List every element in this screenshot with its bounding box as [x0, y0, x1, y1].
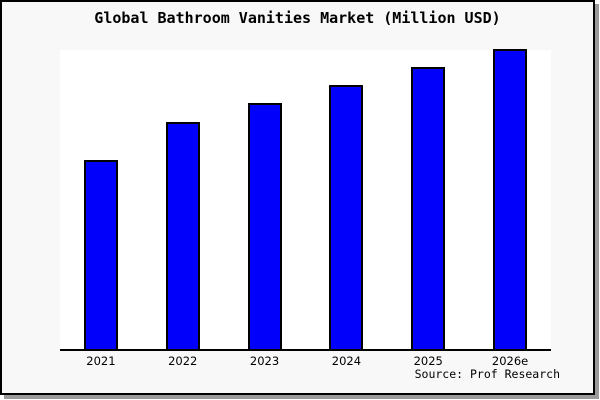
x-tick-label-2026e: 2026e — [491, 354, 529, 368]
bar-slot-2025 — [387, 50, 469, 349]
bar-2025 — [411, 67, 446, 349]
x-tick-label-2021: 2021 — [86, 354, 116, 368]
plot-area — [60, 49, 551, 351]
x-tick-label-2022: 2022 — [168, 354, 198, 368]
x-tick-label-2025: 2025 — [413, 354, 443, 368]
bar-slot-2023 — [224, 50, 306, 349]
bar-slot-2022 — [142, 50, 224, 349]
bar-2022 — [165, 122, 200, 349]
bar-2023 — [247, 103, 282, 349]
chart-title: Global Bathroom Vanities Market (Million… — [94, 9, 501, 27]
bar-slot-2021 — [60, 50, 142, 349]
bar-2024 — [329, 85, 364, 349]
bar-slot-2024 — [305, 50, 387, 349]
source-attribution: Source: Prof Research — [414, 367, 560, 381]
chart-figure: Global Bathroom Vanities Market (Million… — [0, 0, 595, 395]
bar-2021 — [83, 160, 118, 349]
bar-slot-2026e — [469, 49, 551, 349]
bars-container — [60, 49, 551, 349]
x-tick-label-2024: 2024 — [331, 354, 362, 368]
bar-2026e — [493, 49, 528, 349]
x-axis-labels: 2021 2022 2023 2024 2025 2026e — [60, 354, 551, 368]
x-tick-label-2023: 2023 — [249, 354, 280, 368]
